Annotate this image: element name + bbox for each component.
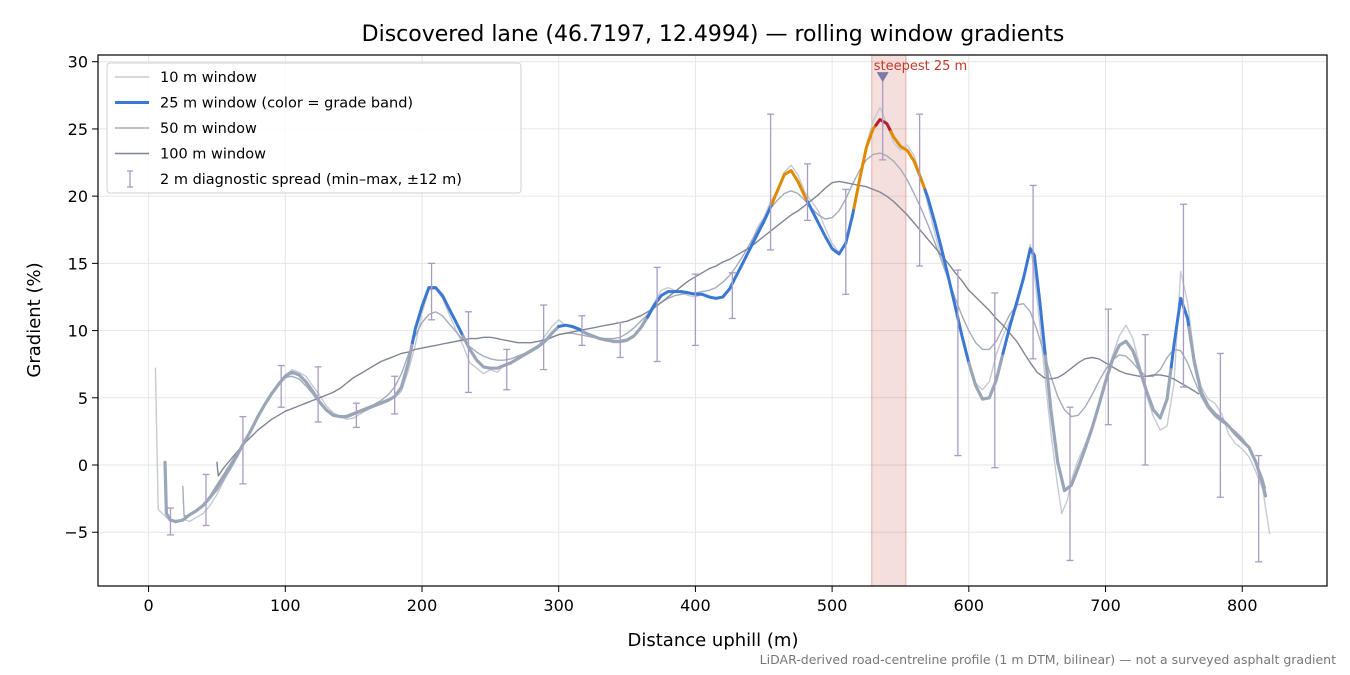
x-tick-label: 500	[817, 596, 848, 615]
legend-entry: 2 m diagnostic spread (min–max, ±12 m)	[127, 170, 462, 188]
band-segment-light	[163, 341, 414, 524]
error-bar	[428, 262, 436, 321]
legend-entry: 25 m window (color = grade band)	[115, 96, 413, 112]
error-bar	[991, 292, 999, 469]
y-tick-label: −5	[64, 523, 88, 542]
footnote: LiDAR-derived road-centreline profile (1…	[760, 652, 1336, 667]
legend: 10 m window 25 m window (color = grade ba…	[106, 62, 522, 194]
error-bar	[391, 375, 399, 415]
grade-band-line	[163, 118, 1268, 524]
y-axis-ticks: −5 0 5 10 15 20 25 30	[64, 53, 98, 542]
x-tick-label: 300	[543, 596, 574, 615]
error-bar	[954, 269, 962, 457]
legend-entry: 100 m window	[115, 147, 266, 163]
legend-box	[106, 62, 522, 194]
legend-label: 10 m window	[160, 70, 257, 86]
steepest-marker-triangle	[876, 72, 889, 83]
steepest-highlight-band	[871, 54, 907, 587]
y-tick-label: 15	[68, 254, 88, 273]
y-tick-label: 25	[68, 120, 88, 139]
x-tick-label: 100	[270, 596, 301, 615]
band-segment-moderate	[806, 200, 856, 256]
y-tick-label: 10	[68, 322, 88, 341]
legend-label: 100 m window	[160, 147, 266, 163]
x-axis-ticks: 0 100 200 300 400 500 600 700 800	[143, 586, 1258, 615]
band-segment-steep	[889, 130, 927, 192]
series-line-50m	[182, 152, 1267, 517]
band-segment-light	[967, 351, 1005, 401]
y-axis-label: Gradient (%)	[24, 262, 45, 377]
band-segment-light	[461, 324, 561, 370]
error-bar	[503, 348, 511, 391]
steepest-marker: steepest 25 m	[874, 59, 967, 83]
error-bar	[578, 315, 586, 347]
band-segment-moderate	[410, 286, 465, 345]
error-bar	[1066, 406, 1074, 562]
error-bar	[804, 163, 812, 221]
band-segment-light	[1043, 339, 1173, 493]
plot-frame	[97, 54, 1328, 587]
x-tick-label: 200	[407, 596, 438, 615]
band-segment-steep	[852, 123, 878, 210]
error-bar	[1255, 454, 1263, 563]
x-tick-label: 700	[1090, 596, 1121, 615]
error-bar	[1216, 352, 1224, 498]
error-bar	[352, 402, 360, 429]
series-line-100m	[216, 180, 1200, 477]
x-tick-label: 400	[680, 596, 711, 615]
band-segment-moderate	[1001, 247, 1047, 358]
band-segment-light	[581, 315, 650, 343]
error-bar	[767, 113, 775, 251]
legend-label: 50 m window	[160, 121, 257, 137]
legend-label: 25 m window (color = grade band)	[160, 96, 413, 112]
band-segment-light	[1187, 325, 1268, 498]
band-segment-moderate	[646, 202, 774, 319]
band-segment-moderate	[923, 188, 971, 365]
error-bar	[653, 266, 661, 363]
steepest-band-rect	[871, 54, 907, 587]
chart-title: Discovered lane (46.7197, 12.4994) — rol…	[362, 22, 1065, 47]
error-bar	[464, 311, 472, 394]
x-axis-label: Distance uphill (m)	[628, 630, 799, 651]
y-tick-label: 30	[68, 53, 88, 72]
error-bar	[1029, 184, 1037, 360]
error-bars	[166, 74, 1263, 563]
band-segment-steep	[770, 169, 809, 206]
error-bar	[1104, 308, 1112, 426]
error-bar	[728, 272, 736, 320]
error-bar	[202, 473, 210, 527]
x-tick-label: 600	[954, 596, 985, 615]
band-segment-moderate	[557, 323, 585, 334]
band-segment-moderate	[1169, 296, 1191, 369]
error-bar	[239, 415, 247, 485]
x-tick-label: 800	[1227, 596, 1258, 615]
error-bar	[540, 304, 548, 371]
error-bar	[616, 321, 624, 359]
y-tick-label: 0	[78, 456, 88, 475]
error-bar	[314, 366, 322, 423]
steepest-label: steepest 25 m	[874, 59, 967, 74]
x-tick-label: 0	[143, 596, 153, 615]
error-bar	[1179, 203, 1187, 388]
error-bar	[916, 113, 924, 267]
error-bar	[842, 188, 850, 295]
band-segment-very-steep	[874, 118, 893, 134]
legend-label: 2 m diagnostic spread (min–max, ±12 m)	[160, 172, 462, 188]
y-tick-label: 5	[78, 389, 88, 408]
error-bar	[1141, 333, 1149, 466]
error-bar	[691, 273, 699, 347]
legend-entry: 50 m window	[115, 121, 257, 137]
error-bar	[166, 507, 174, 536]
error-bar	[277, 364, 285, 408]
legend-entry: 10 m window	[115, 70, 257, 86]
y-tick-label: 20	[68, 187, 88, 206]
